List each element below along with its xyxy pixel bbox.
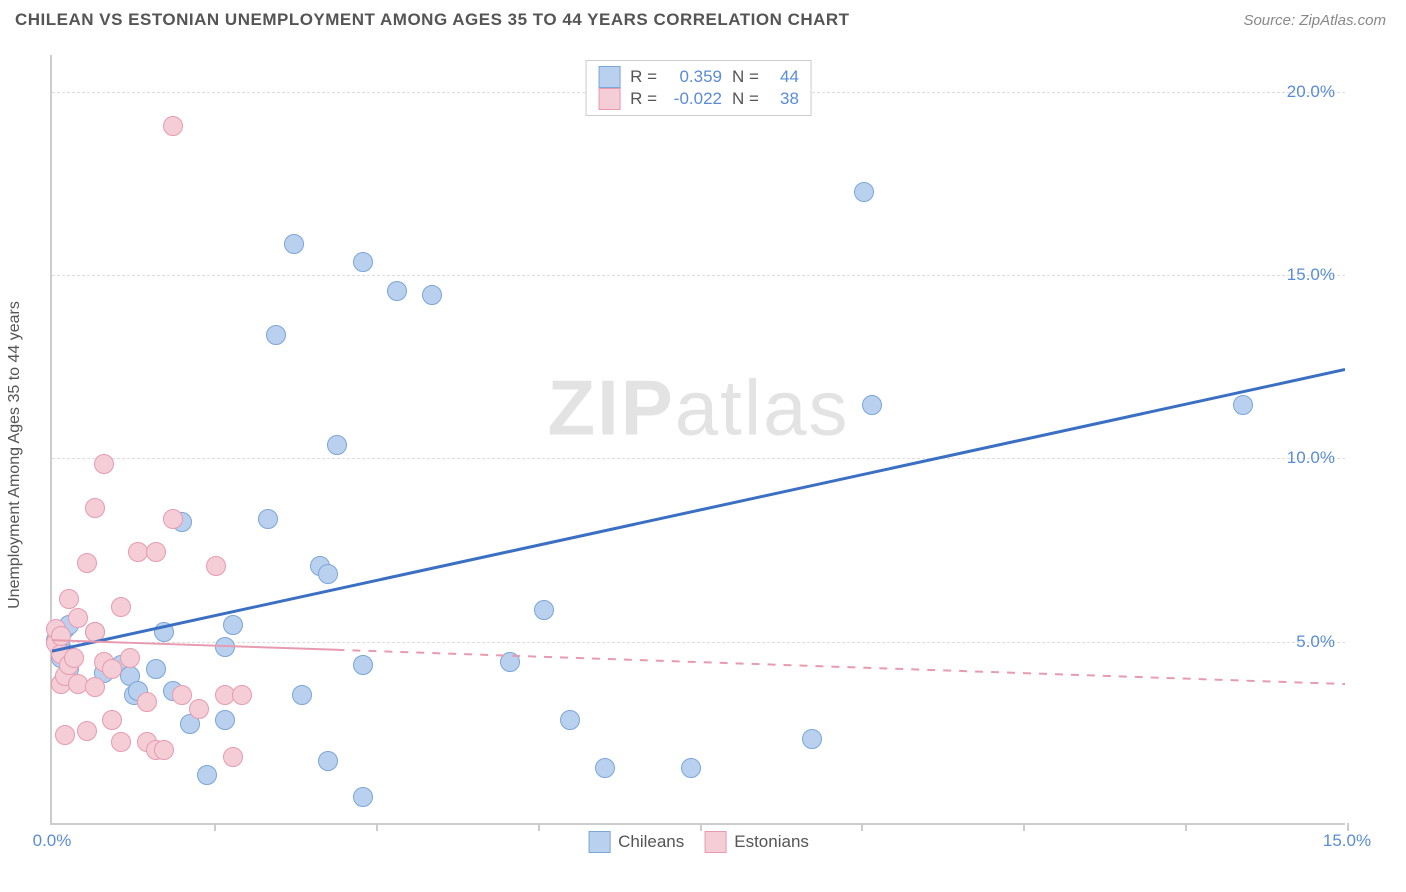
legend-swatch-estonians-2 [704,831,726,853]
point-estonian [120,648,140,668]
point-chilean [534,600,554,620]
point-estonian [85,677,105,697]
x-tick-mark [1347,823,1349,831]
watermark-zip: ZIP [547,364,674,452]
x-tick-mark [538,823,540,831]
x-tick-mark [1023,823,1025,831]
point-estonian [223,747,243,767]
point-estonian [163,509,183,529]
point-estonian [232,685,252,705]
legend-swatch-chileans-2 [588,831,610,853]
gridline [52,458,1345,459]
point-chilean [197,765,217,785]
point-chilean [318,751,338,771]
gridline [52,642,1345,643]
series-name-2: Estonians [734,832,809,852]
point-chilean [422,285,442,305]
n-value-1: 44 [769,67,799,87]
point-estonian [154,740,174,760]
legend-item-estonians: Estonians [704,831,809,853]
point-estonian [102,710,122,730]
point-chilean [292,685,312,705]
point-estonian [68,608,88,628]
chart-title: CHILEAN VS ESTONIAN UNEMPLOYMENT AMONG A… [15,10,850,30]
n-label: N = [732,89,759,109]
trend-lines-svg [52,55,1345,823]
point-estonian [85,498,105,518]
legend-swatch-chileans [598,66,620,88]
n-value-2: 38 [769,89,799,109]
point-chilean [266,325,286,345]
point-chilean [146,659,166,679]
point-chilean [560,710,580,730]
point-estonian [111,597,131,617]
y-tick-label: 10.0% [1287,448,1335,468]
point-chilean [1233,395,1253,415]
point-estonian [102,659,122,679]
series-legend: Chileans Estonians [588,831,809,853]
x-tick-mark [376,823,378,831]
point-estonian [77,721,97,741]
point-estonian [85,622,105,642]
y-tick-label: 5.0% [1296,632,1335,652]
point-estonian [77,553,97,573]
point-estonian [137,692,157,712]
legend-swatch-estonians [598,88,620,110]
n-label: N = [732,67,759,87]
y-axis-label: Unemployment Among Ages 35 to 44 years [6,301,24,609]
x-tick-mark [861,823,863,831]
r-value-1: 0.359 [667,67,722,87]
point-chilean [154,622,174,642]
correlation-legend: R = 0.359 N = 44 R = -0.022 N = 38 [585,60,812,116]
point-estonian [55,725,75,745]
point-estonian [59,589,79,609]
x-tick-label: 15.0% [1323,831,1371,851]
legend-row-2: R = -0.022 N = 38 [598,88,799,110]
point-chilean [215,637,235,657]
r-value-2: -0.022 [667,89,722,109]
point-chilean [854,182,874,202]
point-estonian [163,116,183,136]
point-chilean [595,758,615,778]
point-chilean [862,395,882,415]
point-chilean [500,652,520,672]
point-chilean [802,729,822,749]
point-chilean [327,435,347,455]
gridline [52,275,1345,276]
legend-row-1: R = 0.359 N = 44 [598,66,799,88]
plot-area: ZIPatlas R = 0.359 N = 44 R = -0.022 N =… [50,55,1345,825]
y-tick-label: 20.0% [1287,82,1335,102]
point-chilean [353,252,373,272]
watermark: ZIPatlas [547,363,849,454]
point-chilean [387,281,407,301]
source-attribution: Source: ZipAtlas.com [1243,12,1386,29]
point-chilean [681,758,701,778]
x-tick-mark [214,823,216,831]
point-estonian [111,732,131,752]
point-chilean [318,564,338,584]
point-estonian [172,685,192,705]
chart-container: Unemployment Among Ages 35 to 44 years Z… [50,55,1390,855]
point-chilean [215,710,235,730]
series-name-1: Chileans [618,832,684,852]
point-estonian [51,626,71,646]
point-chilean [258,509,278,529]
point-estonian [94,454,114,474]
y-tick-label: 15.0% [1287,265,1335,285]
x-tick-mark [700,823,702,831]
point-estonian [189,699,209,719]
point-chilean [353,655,373,675]
point-estonian [64,648,84,668]
r-label: R = [630,67,657,87]
watermark-atlas: atlas [675,364,850,452]
r-label: R = [630,89,657,109]
point-chilean [353,787,373,807]
point-estonian [146,542,166,562]
point-chilean [284,234,304,254]
point-estonian [206,556,226,576]
x-tick-mark [1185,823,1187,831]
legend-item-chileans: Chileans [588,831,684,853]
point-chilean [223,615,243,635]
x-tick-label: 0.0% [33,831,72,851]
